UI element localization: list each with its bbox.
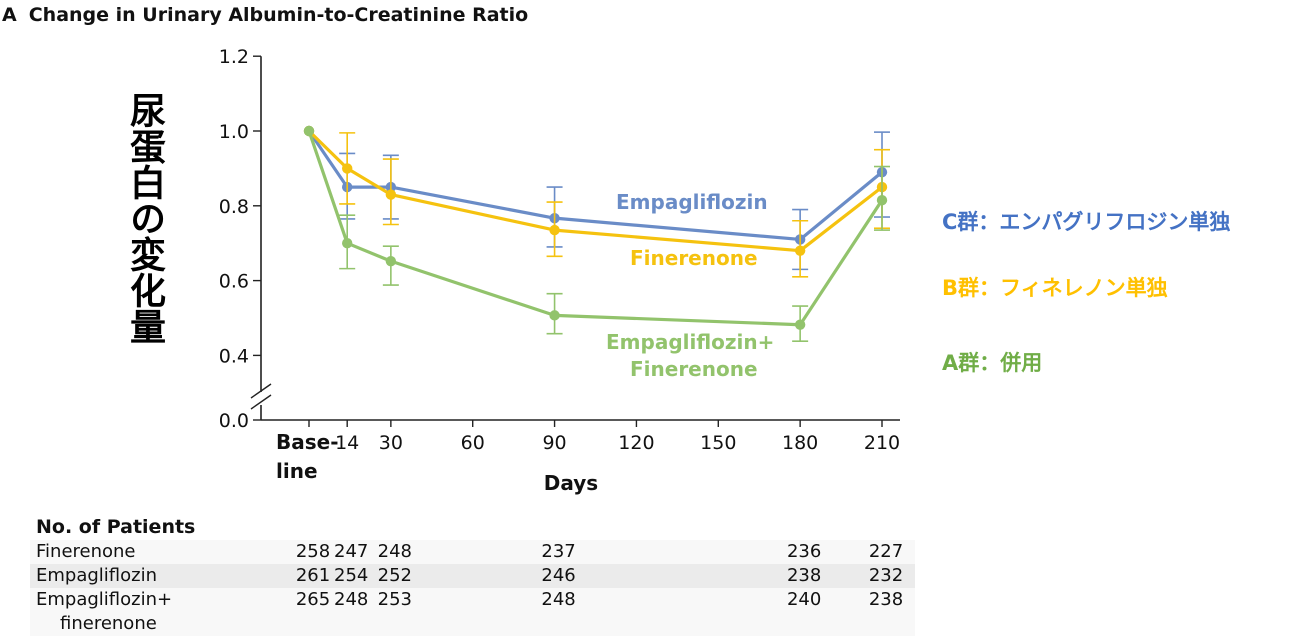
- patients-count: 240: [786, 589, 822, 610]
- y-axis-break-mark: [250, 394, 272, 410]
- patients-count: 252: [377, 565, 413, 586]
- patients-table-rows: Finerenone 258 247 248 237 236 227 Empagliflozi…: [30, 540, 915, 636]
- legend-jp-group-b: B群：フィネレノン単独: [942, 276, 1168, 300]
- data-point: [342, 163, 353, 174]
- legend-jp-group-c: C群：エンパグリフロジン単独: [942, 210, 1231, 234]
- y-tick-label: 1.2: [219, 46, 249, 68]
- patients-row-name: Finerenone: [36, 541, 136, 562]
- series-label: Finerenone: [630, 357, 758, 381]
- patients-count: 237: [541, 541, 576, 562]
- patients-row-name: Empagliflozin: [36, 565, 157, 586]
- patients-count: 261: [295, 565, 331, 586]
- panel-title: A Change in Urinary Albumin-to-Creatinine…: [2, 4, 528, 26]
- data-point: [794, 319, 806, 330]
- data-point: [385, 189, 397, 200]
- patients-count: 236: [786, 541, 822, 562]
- series-line: [307, 130, 884, 327]
- x-tick-label: 120: [618, 432, 654, 454]
- data-point: [876, 194, 888, 206]
- patients-count: 227: [868, 541, 904, 562]
- data-point: [794, 245, 806, 256]
- series-line: [307, 130, 884, 242]
- series-label: Empagliflozin+: [606, 330, 774, 354]
- x-axis-title: Days: [544, 471, 598, 495]
- x-tick-label: 150: [700, 432, 736, 454]
- patients-table: No. of Patients Finerenone 258 247 248 237 23…: [30, 514, 915, 636]
- panel-title-text: Change in Urinary Albumin-to-Creatinine …: [28, 4, 529, 26]
- patients-row-name: Empagliflozin+: [36, 589, 173, 610]
- patients-count: 258: [295, 541, 331, 562]
- x-tick-label: Base-: [276, 430, 339, 454]
- x-tick-label: 14: [335, 432, 359, 454]
- x-tick-label: line: [276, 459, 318, 483]
- x-tick-label: 60: [461, 432, 485, 454]
- data-point: [303, 125, 315, 137]
- data-point: [342, 238, 353, 249]
- patients-count: 247: [334, 541, 369, 562]
- patients-table-row: Empagliflozin 261 254 252 246 238 232: [30, 564, 915, 588]
- y-tick-label: 1.0: [219, 121, 249, 143]
- series-label: Finerenone: [630, 246, 758, 270]
- patients-count: 253: [377, 589, 413, 610]
- y-axis-label-jp: 尿蛋白の変化量: [124, 92, 165, 344]
- y-tick-label: 0.0: [219, 410, 249, 432]
- patients-table-title: No. of Patients: [36, 516, 196, 538]
- patients-count: 238: [786, 565, 822, 586]
- patients-table-row: Empagliflozin+ finerenone 265 248 253 248 240 2…: [30, 588, 915, 636]
- x-tick-label: 30: [379, 432, 403, 454]
- data-point: [549, 310, 560, 321]
- y-tick-label: 0.8: [219, 196, 249, 218]
- legend-jp-group-a: A群：併用: [942, 351, 1043, 375]
- panel-letter: A: [2, 4, 17, 26]
- patients-count: 248: [541, 589, 576, 610]
- series-line: [307, 129, 883, 253]
- y-tick-label: 0.4: [219, 345, 249, 367]
- patients-count: 254: [334, 565, 369, 586]
- y-tick-label: 0.6: [219, 271, 249, 293]
- data-point: [385, 255, 397, 267]
- patients-count: 265: [295, 589, 331, 610]
- patients-count: 248: [334, 589, 369, 610]
- patients-count: 246: [541, 565, 576, 586]
- patients-count: 232: [868, 565, 904, 586]
- patients-count: 238: [868, 589, 904, 610]
- y-axis-break-mark: [250, 383, 272, 399]
- line-chart: 0.0 0.4 0.6 0.8 1.0 1.2 Base-line 14 30 60 90 120 15…: [219, 46, 900, 495]
- x-tick-label: 210: [864, 432, 900, 454]
- patients-row-name-cont: finerenone: [60, 613, 157, 634]
- x-tick-label: 180: [782, 432, 818, 454]
- patients-count: 248: [377, 541, 413, 562]
- patients-table-row: Finerenone 258 247 248 237 236 227: [30, 540, 915, 564]
- x-tick-label: 90: [542, 432, 566, 454]
- series-label: Empagliflozin: [616, 190, 768, 214]
- data-point: [549, 224, 560, 236]
